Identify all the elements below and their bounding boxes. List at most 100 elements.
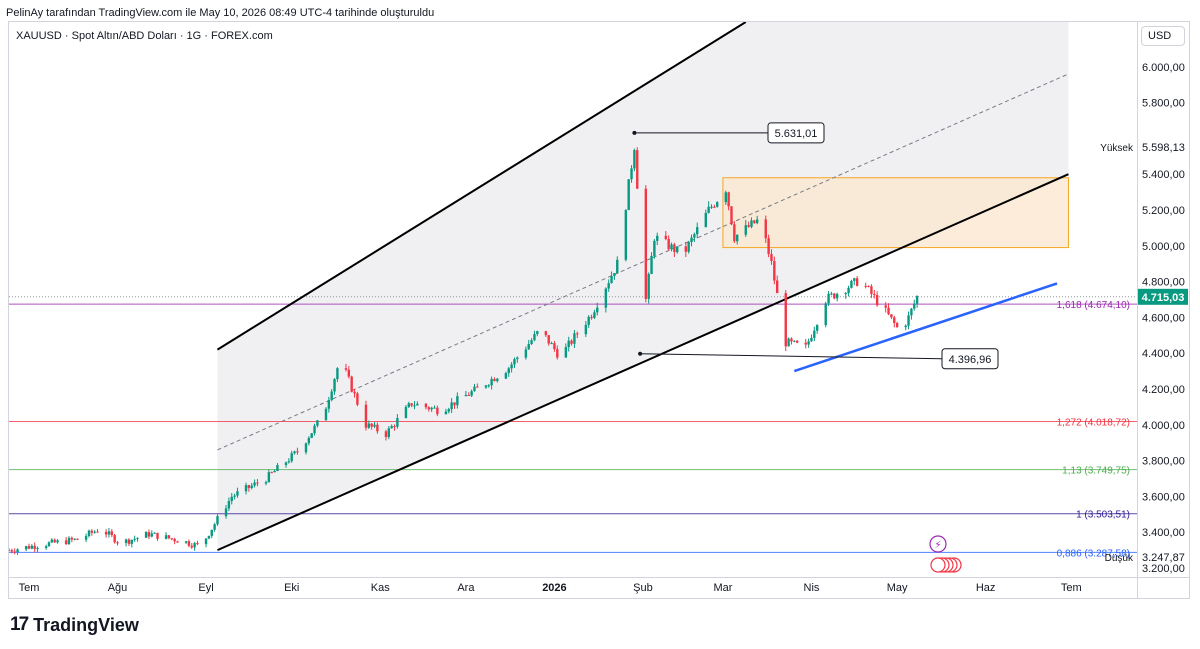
y-tick-label: 5.000,00 bbox=[1142, 241, 1185, 253]
candle-body bbox=[467, 394, 470, 396]
annotation-connector bbox=[640, 353, 943, 360]
candle-body bbox=[656, 235, 659, 241]
y-tick-label: 4.600,00 bbox=[1142, 312, 1185, 324]
attribution-text: PelinAy tarafından TradingView.com ile M… bbox=[6, 7, 435, 19]
candle-body bbox=[673, 244, 676, 253]
candle-body bbox=[727, 192, 730, 207]
candle-body bbox=[427, 407, 430, 410]
candle-body bbox=[767, 238, 770, 255]
candle-body bbox=[650, 255, 653, 274]
candle-body bbox=[44, 546, 48, 548]
candle-body bbox=[270, 472, 273, 474]
candle-body bbox=[527, 343, 530, 350]
candle-body bbox=[253, 482, 256, 486]
candle-body bbox=[416, 403, 419, 406]
tradingview-logo[interactable]: 17 TradingView bbox=[10, 614, 139, 636]
candle-body bbox=[570, 340, 573, 344]
candle-body bbox=[873, 294, 876, 296]
candle-body bbox=[504, 373, 508, 379]
candle-body bbox=[670, 244, 673, 250]
annotation-box bbox=[767, 122, 825, 144]
candle-body bbox=[396, 418, 399, 427]
candle-body bbox=[676, 246, 679, 253]
candle-body bbox=[587, 316, 590, 325]
candle-body bbox=[290, 453, 293, 462]
candle-body bbox=[850, 280, 853, 288]
y-tick-label: 3.400,00 bbox=[1142, 527, 1185, 539]
annotation-box bbox=[941, 348, 999, 370]
candle-body bbox=[915, 296, 919, 304]
candle-body bbox=[387, 428, 391, 437]
candle-body bbox=[490, 378, 493, 386]
candle-body bbox=[484, 385, 488, 388]
fib-level-label: 1 (3.503,51) bbox=[1076, 510, 1130, 521]
candle-body bbox=[910, 308, 913, 316]
candle-body bbox=[144, 532, 148, 538]
candle-body bbox=[53, 539, 56, 543]
candle-body bbox=[413, 405, 416, 407]
candle-body bbox=[107, 531, 111, 535]
candle-body bbox=[607, 283, 610, 289]
candle-body bbox=[376, 424, 379, 432]
candle-body bbox=[236, 491, 239, 496]
candle-body bbox=[124, 539, 128, 543]
candle-body bbox=[127, 539, 131, 544]
x-tick-label: Tem bbox=[1061, 582, 1082, 594]
x-tick-label: Ağu bbox=[108, 582, 128, 594]
candle-body bbox=[907, 315, 910, 326]
candle-body bbox=[895, 323, 899, 328]
candle-body bbox=[130, 539, 133, 544]
candle-body bbox=[513, 359, 516, 365]
candle-body bbox=[287, 461, 291, 463]
candle-body bbox=[27, 546, 31, 549]
candle-body bbox=[410, 403, 413, 406]
candle-body bbox=[84, 536, 88, 540]
candle-body bbox=[835, 293, 839, 299]
candle-body bbox=[790, 338, 793, 342]
candle-body bbox=[564, 347, 568, 358]
fib-level-label: 0,886 (3.287,58) bbox=[1057, 548, 1130, 559]
candle-body bbox=[424, 403, 428, 408]
candle-body bbox=[853, 278, 856, 281]
candle-body bbox=[373, 424, 376, 427]
y-tick-label: 4.000,00 bbox=[1142, 420, 1185, 432]
candle-body bbox=[347, 369, 351, 377]
candle-body bbox=[384, 431, 388, 437]
candle-body bbox=[367, 423, 371, 428]
candle-body bbox=[556, 349, 559, 358]
candle-body bbox=[93, 531, 96, 533]
candle-body bbox=[36, 547, 39, 549]
candle-body bbox=[47, 542, 51, 547]
candle-body bbox=[747, 225, 750, 227]
candle-body bbox=[64, 540, 68, 545]
candle-body bbox=[273, 470, 276, 473]
candle-body bbox=[716, 202, 719, 207]
candle-body bbox=[264, 482, 268, 484]
candle-body bbox=[524, 349, 528, 358]
candle-body bbox=[573, 333, 576, 344]
candle-body bbox=[116, 542, 119, 544]
candle-body bbox=[593, 312, 596, 318]
candle-body bbox=[664, 235, 668, 239]
candle-body bbox=[770, 254, 773, 262]
candle-body bbox=[696, 227, 699, 235]
candle-body bbox=[113, 535, 116, 543]
candle-body bbox=[576, 333, 579, 335]
candle-body bbox=[230, 496, 233, 502]
symbol-title: XAUUSD · Spot Altın/ABD Doları · 1G · FO… bbox=[16, 30, 273, 42]
candle-body bbox=[493, 378, 496, 382]
candle-body bbox=[136, 537, 139, 539]
currency-button[interactable]: USD bbox=[1141, 26, 1185, 46]
candle-body bbox=[795, 340, 799, 343]
lightning-event-icon bbox=[929, 535, 947, 553]
candle-body bbox=[764, 219, 767, 239]
candle-body bbox=[9, 550, 11, 552]
high-label-text: Yüksek bbox=[1100, 143, 1134, 154]
candle-body bbox=[227, 501, 231, 509]
candle-body bbox=[370, 423, 373, 427]
candle-body bbox=[855, 278, 859, 286]
candle-body bbox=[150, 533, 153, 537]
candle-body bbox=[33, 545, 36, 549]
candle-body bbox=[875, 295, 879, 306]
